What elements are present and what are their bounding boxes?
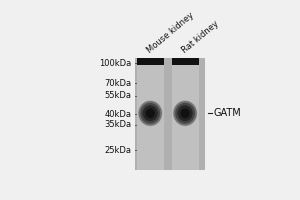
Ellipse shape xyxy=(175,103,195,124)
Ellipse shape xyxy=(143,105,158,121)
Text: 100kDa: 100kDa xyxy=(99,59,132,68)
Ellipse shape xyxy=(139,101,162,126)
Text: Rat kidney: Rat kidney xyxy=(180,19,220,55)
Ellipse shape xyxy=(181,108,190,118)
Text: 55kDa: 55kDa xyxy=(105,91,132,100)
Bar xyxy=(172,58,199,170)
Ellipse shape xyxy=(173,100,197,126)
Ellipse shape xyxy=(138,100,163,126)
Text: 25kDa: 25kDa xyxy=(105,146,132,155)
Bar xyxy=(172,58,199,65)
Bar xyxy=(135,58,205,170)
Text: 70kDa: 70kDa xyxy=(104,79,132,88)
Text: Mouse kidney: Mouse kidney xyxy=(145,10,195,55)
Ellipse shape xyxy=(173,101,197,126)
Text: 40kDa: 40kDa xyxy=(105,110,132,119)
Bar xyxy=(137,58,164,170)
Ellipse shape xyxy=(140,103,160,124)
Text: GATM: GATM xyxy=(213,108,241,118)
Bar xyxy=(137,58,164,65)
Text: 35kDa: 35kDa xyxy=(104,120,132,129)
Ellipse shape xyxy=(146,108,155,118)
Ellipse shape xyxy=(178,105,193,121)
